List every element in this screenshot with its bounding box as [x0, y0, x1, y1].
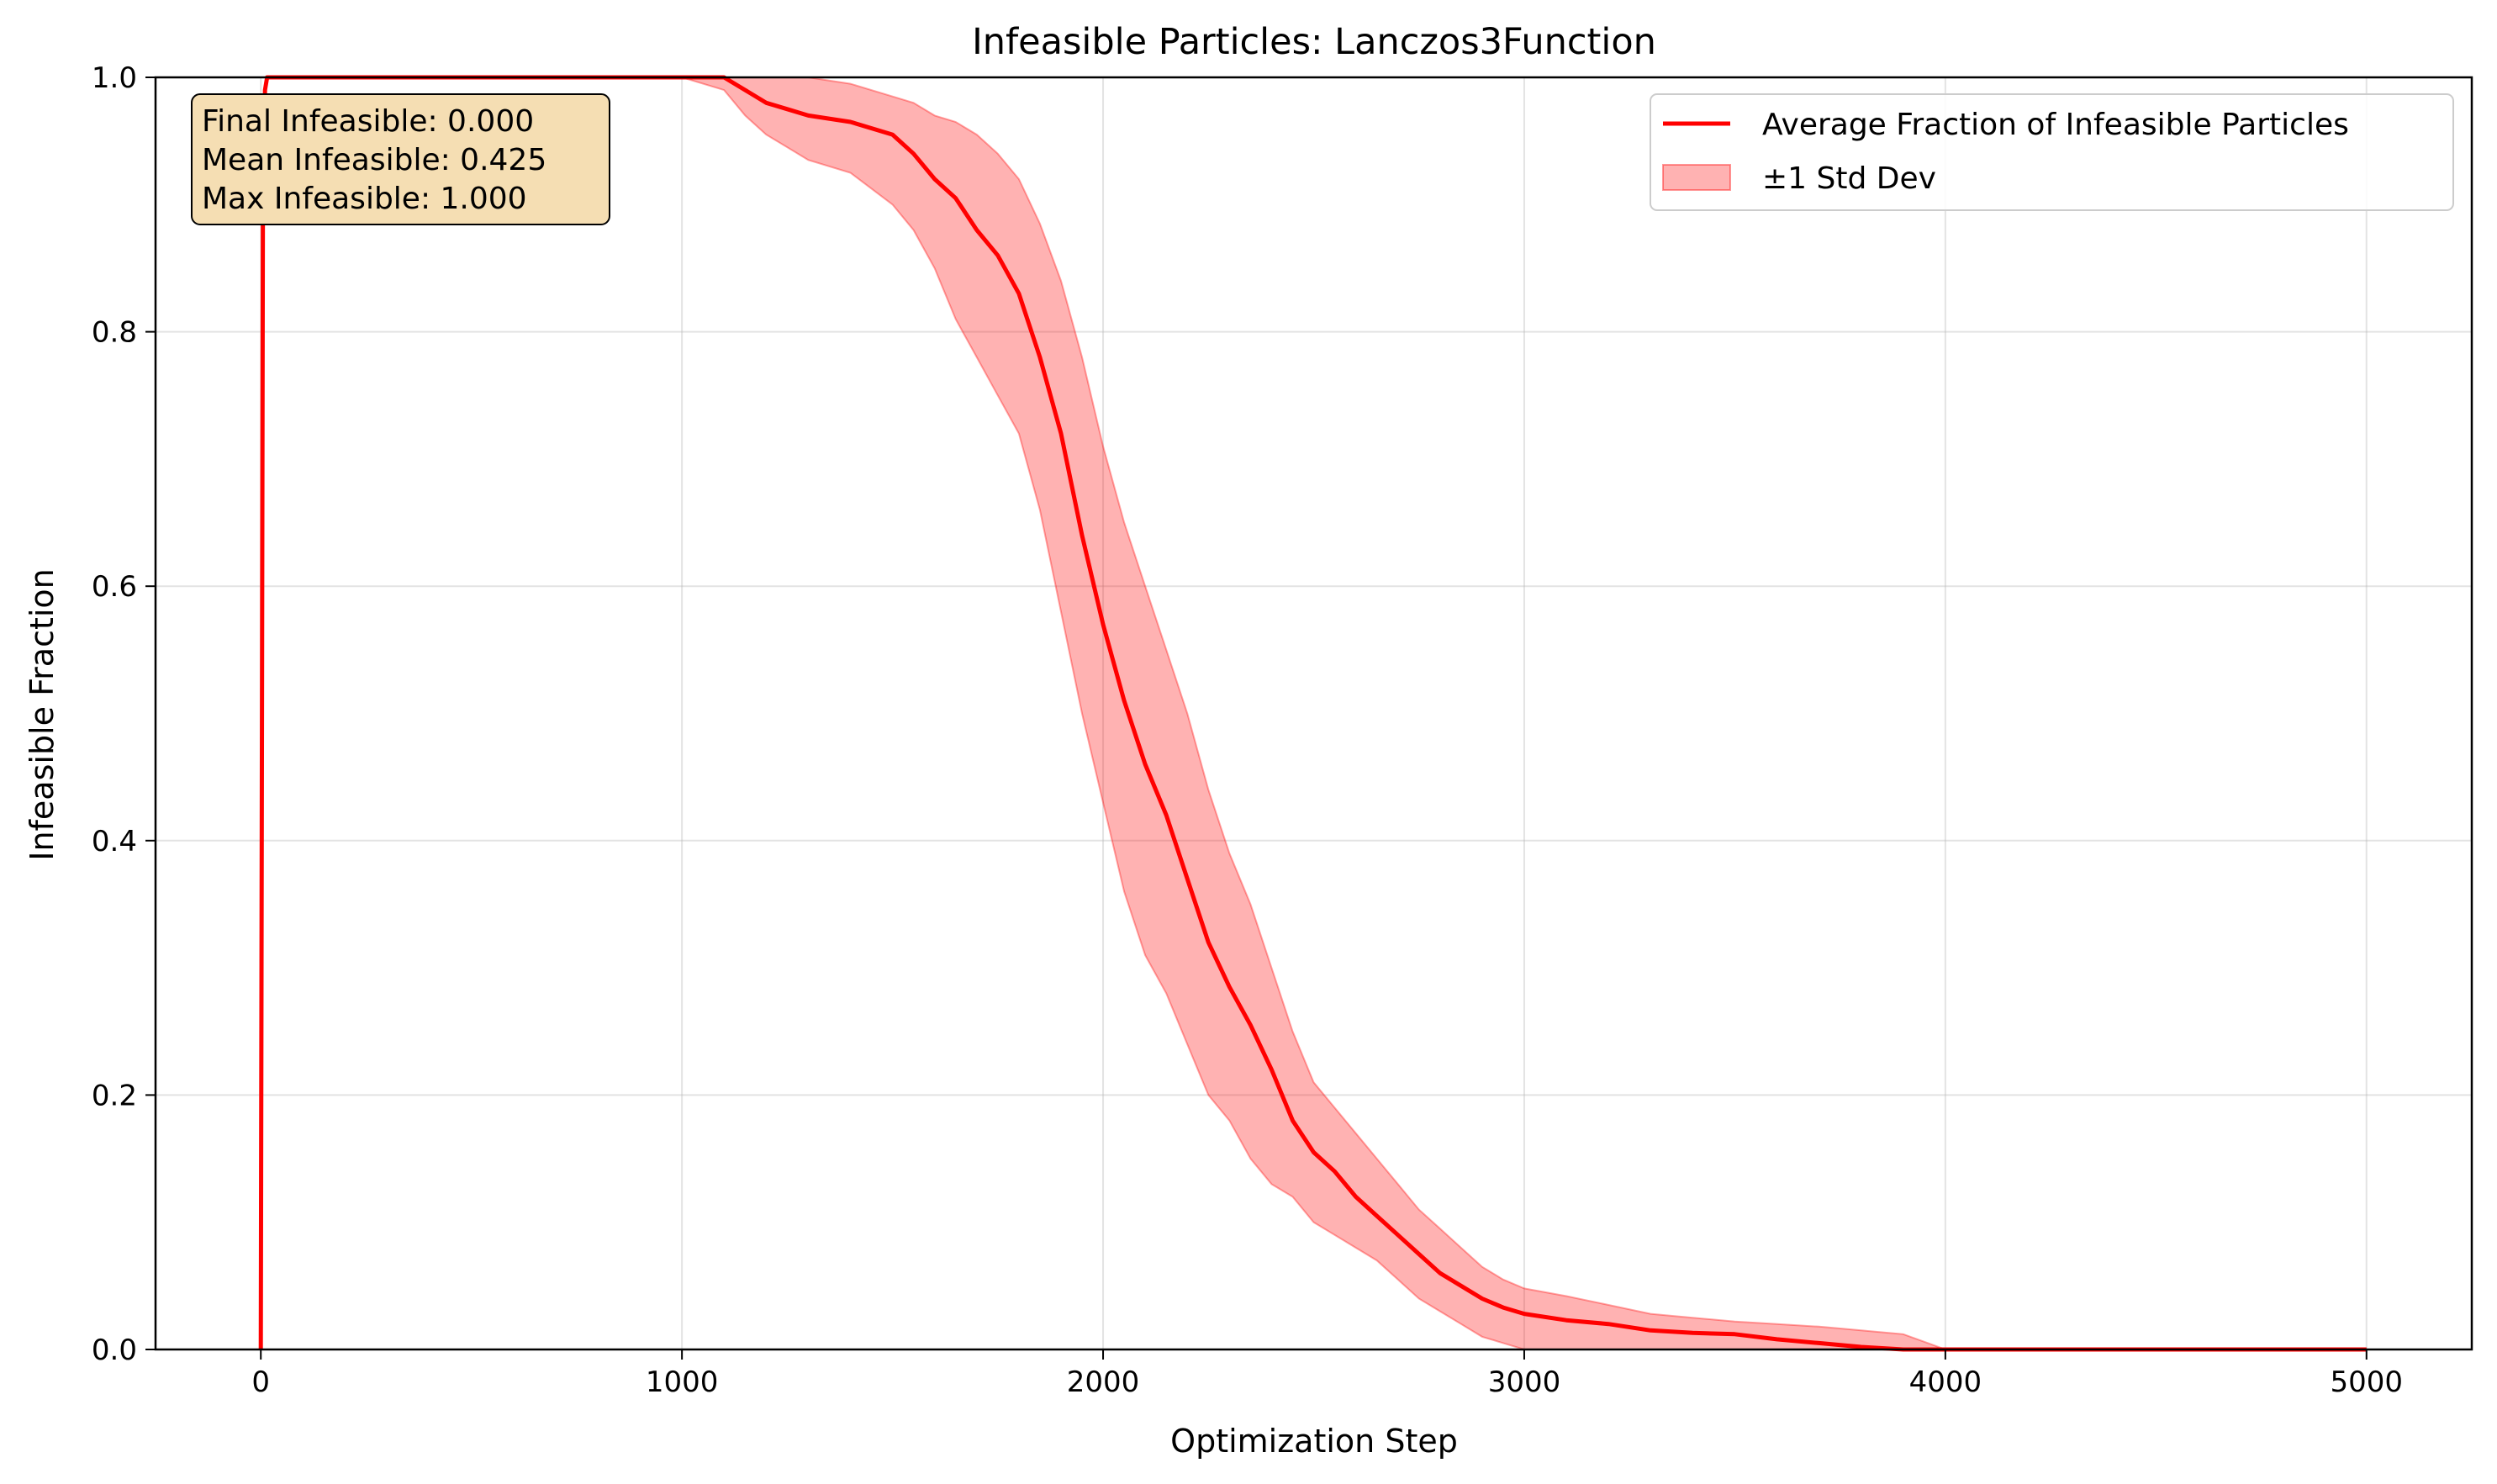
x-tick-label: 5000 [2331, 1365, 2404, 1399]
stats-mean-infeasible: Mean Infeasible: 0.425 [202, 143, 546, 177]
x-tick-label: 1000 [646, 1365, 719, 1399]
x-axis-label: Optimization Step [1170, 1423, 1458, 1460]
y-tick-label: 0.8 [92, 316, 137, 350]
x-tick-label: 2000 [1067, 1365, 1140, 1399]
legend-band-swatch [1662, 164, 1731, 191]
y-tick-label: 0.2 [92, 1079, 137, 1112]
y-tick-label: 0.0 [92, 1333, 137, 1367]
std-dev-band [681, 77, 2367, 1350]
legend-frame [1650, 93, 2454, 211]
y-tick-label: 1.0 [92, 61, 137, 95]
stats-annotation-box: Final Infeasible: 0.000 Mean Infeasible:… [191, 93, 610, 225]
plot-frame [154, 76, 2473, 1351]
x-axis-ticks: 0 1000 2000 3000 4000 5000 [251, 1349, 2403, 1399]
x-tick-label: 0 [251, 1365, 270, 1399]
y-axis-label: Infeasible Fraction [24, 568, 61, 861]
stats-box-background [191, 93, 610, 225]
average-line-layer [258, 75, 2367, 1352]
legend-label-std: ±1 Std Dev [1762, 161, 1936, 196]
average-infeasible-line [258, 75, 2367, 1352]
y-tick-label: 0.6 [92, 570, 137, 604]
x-tick-label: 3000 [1488, 1365, 1561, 1399]
stats-max-infeasible: Max Infeasible: 1.000 [202, 182, 527, 216]
legend-label-average: Average Fraction of Infeasible Particles [1762, 108, 2349, 142]
y-axis-ticks: 0.0 0.2 0.4 0.6 0.8 1.0 [92, 61, 156, 1367]
stats-final-infeasible: Final Infeasible: 0.000 [202, 104, 534, 139]
x-tick-label: 4000 [1909, 1365, 1982, 1399]
legend: Average Fraction of Infeasible Particles… [1650, 93, 2454, 211]
y-tick-label: 0.4 [92, 825, 137, 858]
chart-title: Infeasible Particles: Lanczos3Function [972, 21, 1656, 63]
std-band-layer [681, 77, 2367, 1350]
